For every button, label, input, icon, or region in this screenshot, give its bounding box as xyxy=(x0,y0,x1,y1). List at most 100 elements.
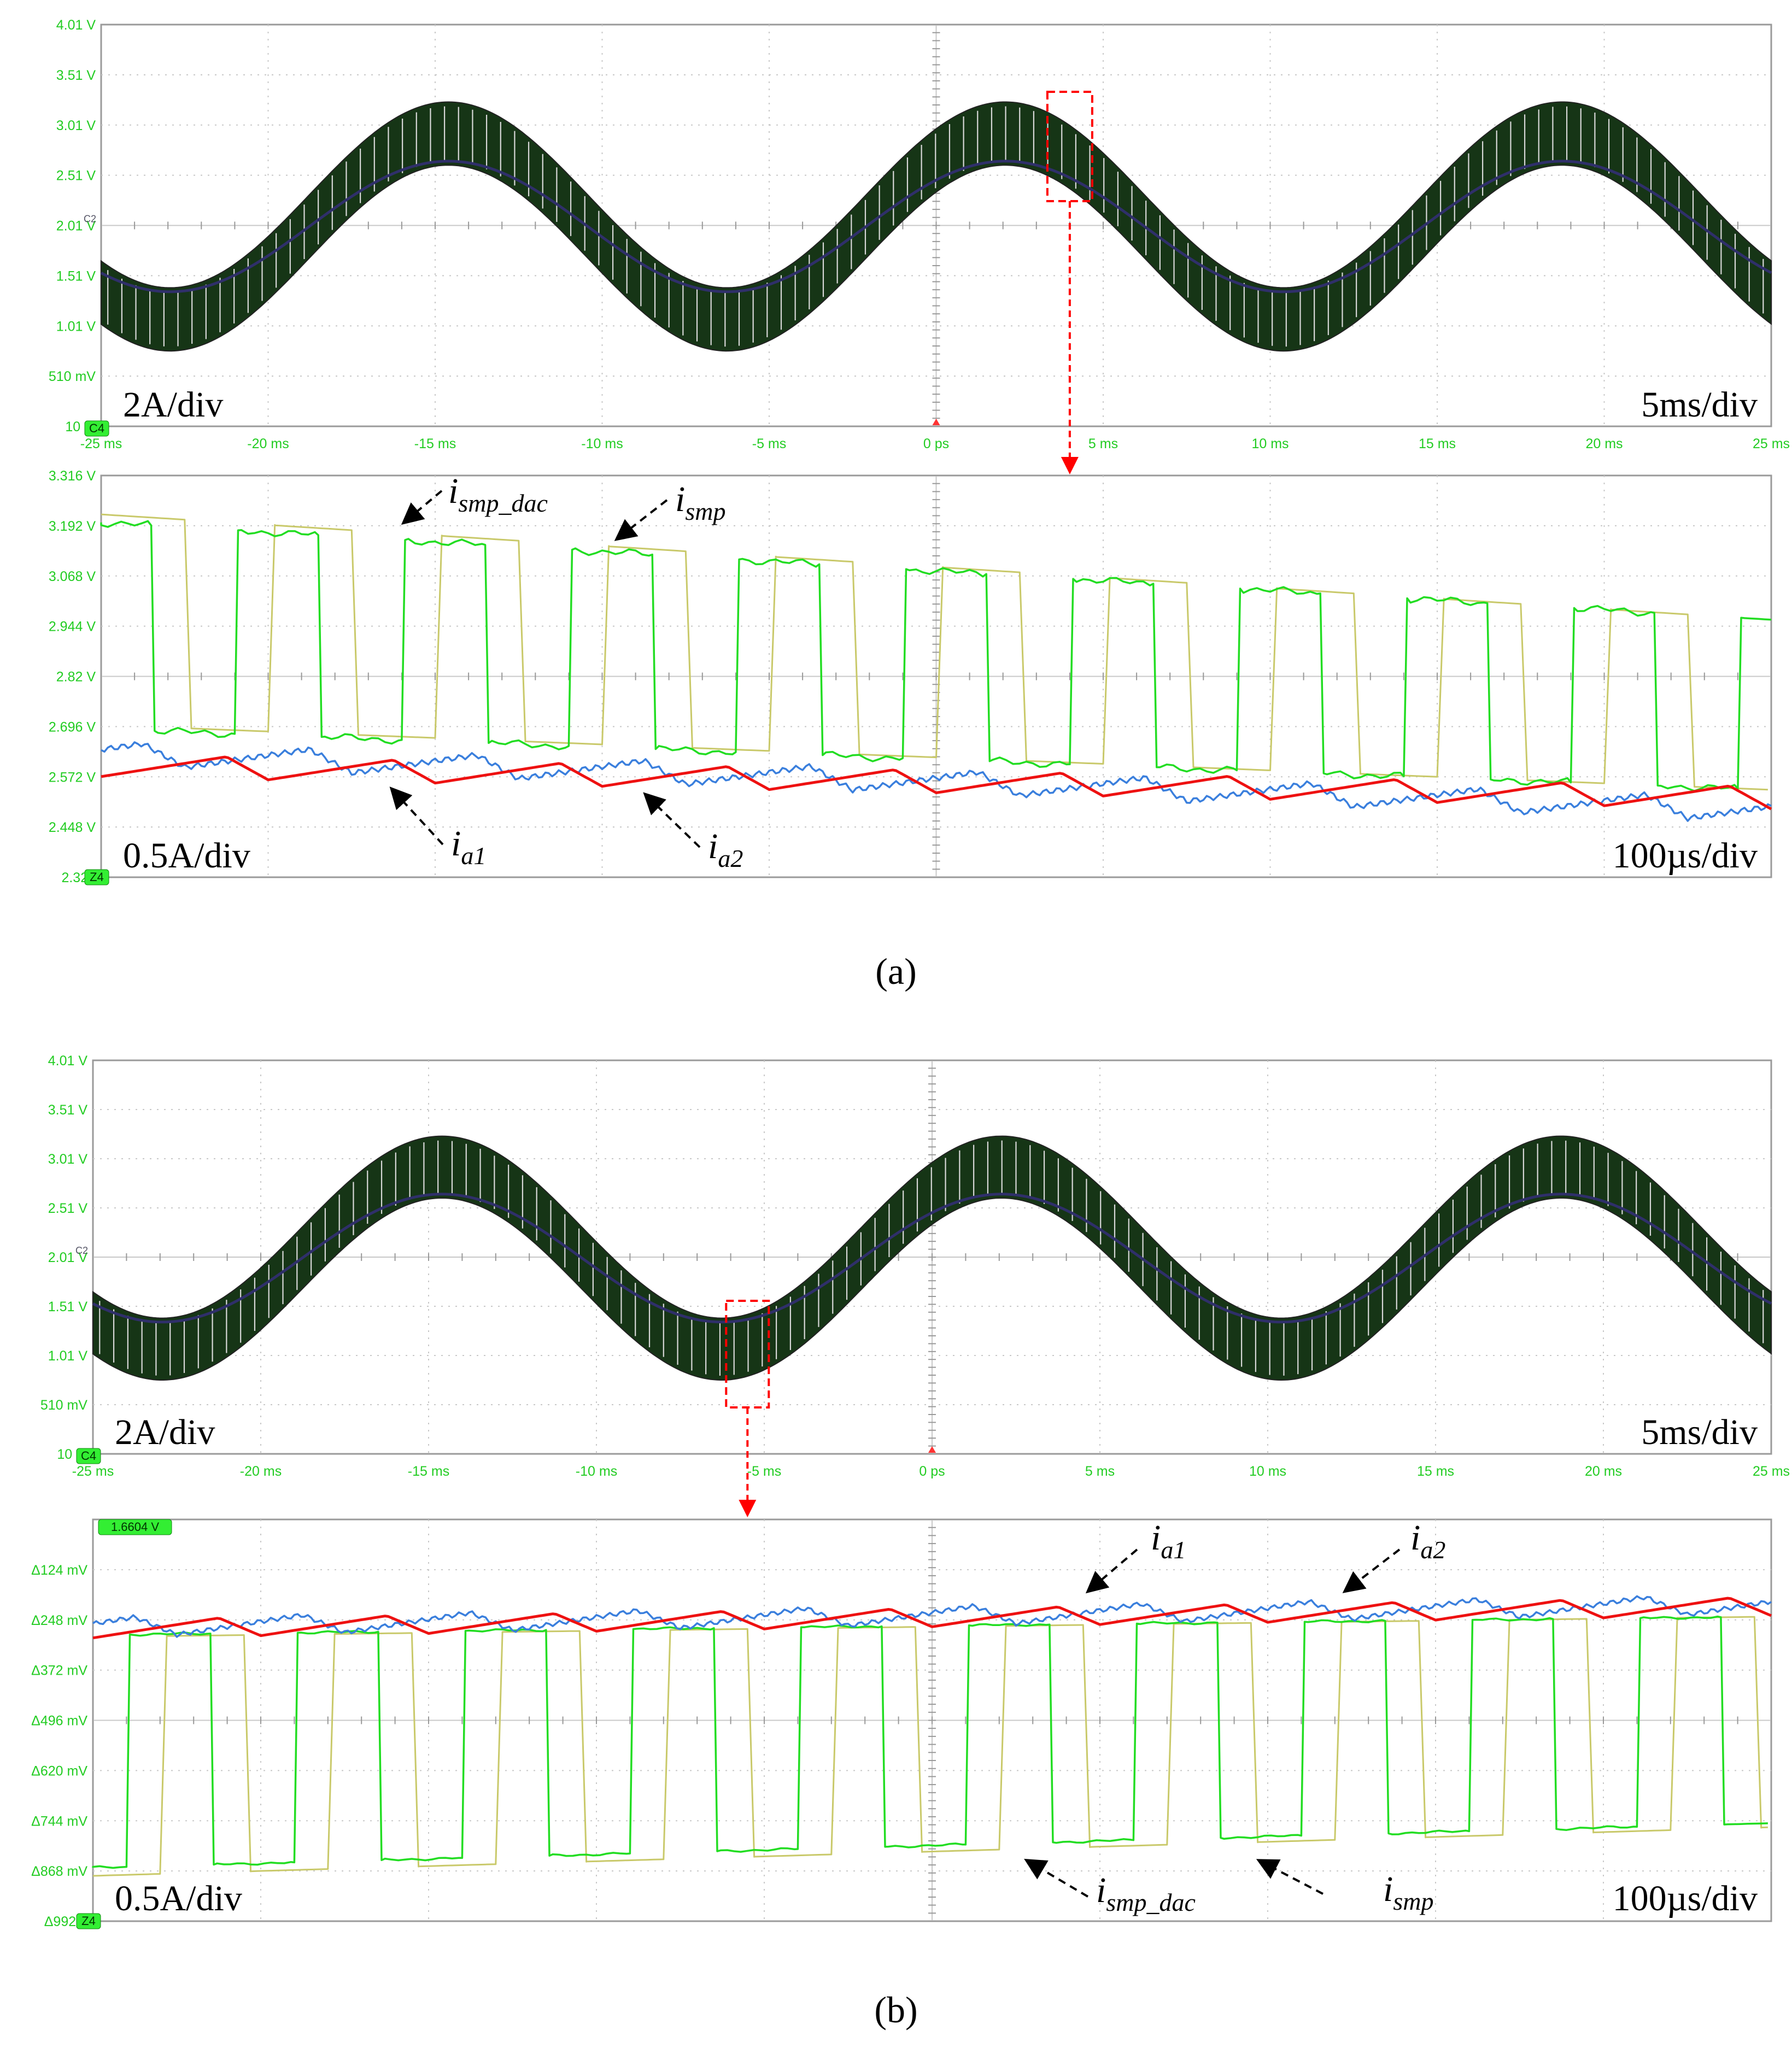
a-top-xtick-label: 25 ms xyxy=(1753,436,1790,451)
a-top-xtick-label: -20 ms xyxy=(247,436,289,451)
b-top-xtick-label: -25 ms xyxy=(72,1464,114,1479)
a-zoom-box xyxy=(1046,91,1093,202)
b-bottom-ytick-label: Δ496 mV xyxy=(31,1713,87,1729)
b-top-scale-left: 2A/div xyxy=(115,1412,215,1452)
b-bottom-offset-badge xyxy=(98,1519,172,1535)
a-top-xtick-label: 10 ms xyxy=(1251,436,1289,451)
b-top-ref-badge-text: C4 xyxy=(81,1449,96,1463)
b-top-channel-tag: C2 xyxy=(75,1245,88,1256)
a-top-xtick-label: -25 ms xyxy=(80,436,122,451)
a-label-ismp-dac-base: i xyxy=(448,471,458,511)
a-label-ismp-base: i xyxy=(675,479,685,519)
b-top-xtick-label: 0 ps xyxy=(919,1464,945,1479)
b-bottom-scale-right: 100µs/div xyxy=(1613,1879,1758,1918)
a-top-ytick-label: 4.01 V xyxy=(56,17,96,33)
a-bottom-ytick-label: 3.068 V xyxy=(49,569,96,584)
a-label-ia2: ia2 xyxy=(708,826,743,872)
a-top-xtick-label: 0 ps xyxy=(923,436,949,451)
a-top-ytick-label: 2.01 V xyxy=(56,219,96,234)
panel-a-top-scope: 4.01 V 3.51 V 3.01 V 2.51 V 2.01 V 1.51 V 1.01… xyxy=(49,17,1790,451)
b-top-ytick-label: 2.51 V xyxy=(48,1201,88,1216)
a-top-xtick-label: -10 ms xyxy=(581,436,623,451)
b-bottom-ytick-label: Δ372 mV xyxy=(31,1663,87,1679)
b-top-ytick-label: 2.01 V xyxy=(48,1250,88,1265)
b-bottom-ytick-label: Δ248 mV xyxy=(31,1613,87,1628)
a-top-ytick-label: 510 mV xyxy=(49,369,96,384)
a-top-xtick-label: -15 ms xyxy=(414,436,456,451)
a-label-ia1-subscript: a1 xyxy=(461,842,486,870)
a-label-ia2-subscript: a2 xyxy=(718,844,743,872)
a-top-xtick-label: 20 ms xyxy=(1585,436,1623,451)
b-top-trigger-marker xyxy=(928,1446,936,1453)
a-top-ref-badge xyxy=(84,420,109,437)
a-label-ia2-base: i xyxy=(708,826,718,866)
a-top-scale-right: 5ms/div xyxy=(1641,385,1758,425)
panel-b-top-scope: 4.01 V 3.51 V 3.01 V 2.51 V 2.01 V 1.51 V 1.01… xyxy=(40,1053,1790,1479)
b-top-xtick-label: -10 ms xyxy=(576,1464,617,1479)
b-top-xtick-label: -20 ms xyxy=(240,1464,282,1479)
b-pointer-ismpdac xyxy=(1024,1858,1089,1898)
b-top-ripple-stripes xyxy=(99,1140,1764,1376)
a-label-ismp-subscript: smp xyxy=(685,497,725,525)
a-bottom-ytick-label: 2.944 V xyxy=(49,619,96,635)
b-label-ismp: ismp xyxy=(1383,1869,1433,1915)
b-top-ytick-label: 3.51 V xyxy=(48,1102,88,1118)
b-top-scale-right: 5ms/div xyxy=(1641,1412,1758,1452)
b-bottom-ytick-label: Δ744 mV xyxy=(31,1814,87,1829)
a-top-xtick-label: -5 ms xyxy=(752,436,787,451)
a-top-ref-badge-text: C4 xyxy=(89,421,104,435)
b-label-ia2-subscript: a2 xyxy=(1420,1536,1445,1564)
panel-a-bottom-scope: 3.316 V 3.192 V 3.068 V 2.944 V 2.82 V 2.696 … xyxy=(49,468,1772,885)
b-bottom-trace-i-a2 xyxy=(92,1595,1772,1638)
b-top-xtick-label: 25 ms xyxy=(1753,1464,1790,1479)
b-bottom-trace-i-smp-dac xyxy=(92,1615,1768,1869)
b-label-ismp-dac-base: i xyxy=(1096,1870,1106,1910)
b-bottom-ytick-label: Δ124 mV xyxy=(31,1563,87,1578)
a-top-trigger-marker xyxy=(932,419,940,425)
b-top-xtick-label: 5 ms xyxy=(1085,1464,1115,1479)
a-label-ismp: ismp xyxy=(675,479,725,525)
b-label-ismp-subscript: smp xyxy=(1393,1887,1433,1915)
a-bottom-ref-badge xyxy=(84,869,109,885)
b-top-xtick-label: 20 ms xyxy=(1585,1464,1622,1479)
a-pointer-ismp xyxy=(614,499,668,541)
a-top-ytick-label: 1.01 V xyxy=(56,319,96,334)
panel-b-bottom-scope: Δ124 mV Δ248 mV Δ372 mV Δ496 mV Δ620 mV Δ744 … xyxy=(31,1518,1772,1929)
b-pointer-ismp xyxy=(1256,1859,1323,1895)
panel-b-caption: (b) xyxy=(874,1989,917,2030)
panel-a-caption: (a) xyxy=(875,950,916,992)
a-bottom-trace-i-smp xyxy=(101,513,1768,791)
a-bottom-scale-right: 100µs/div xyxy=(1613,836,1758,876)
a-bottom-ytick-label: 2.572 V xyxy=(49,770,96,785)
b-label-ia1-base: i xyxy=(1151,1518,1161,1558)
b-bottom-offset-badge-text: 1.6604 V xyxy=(111,1520,159,1534)
a-bottom-ref-badge-text: Z4 xyxy=(90,870,104,884)
a-label-ismp-dac-subscript: smp_dac xyxy=(458,489,548,517)
a-top-fundamental xyxy=(100,160,1772,294)
a-top-ytick-label: 3.51 V xyxy=(56,68,96,83)
b-bottom-ref-badge xyxy=(76,1913,101,1929)
b-bottom-grid xyxy=(92,1519,1772,1922)
a-bottom-trace-i-a2 xyxy=(101,741,1772,822)
a-top-ytick-label: 2.51 V xyxy=(56,168,96,184)
b-bottom-scale-left: 0.5A/div xyxy=(115,1879,242,1918)
b-label-ismp-dac: ismp_dac xyxy=(1096,1870,1196,1916)
b-top-envelope xyxy=(92,1135,1772,1381)
a-bottom-scale-left: 0.5A/div xyxy=(123,836,250,876)
b-top-ytick-label: 3.01 V xyxy=(48,1152,88,1167)
b-pointer-ia2 xyxy=(1342,1548,1401,1593)
a-top-ytick-label: 1.51 V xyxy=(56,268,96,284)
b-top-xtick-label: -5 ms xyxy=(747,1464,782,1479)
a-bottom-trace-i-smp-dac xyxy=(100,520,1772,792)
b-bottom-ref-badge-text: Z4 xyxy=(81,1914,96,1928)
b-top-ytick-label: 510 mV xyxy=(40,1398,87,1413)
b-label-ia2: ia2 xyxy=(1410,1518,1445,1564)
b-top-xtick-label: 15 ms xyxy=(1417,1464,1454,1479)
a-label-ia1: ia1 xyxy=(451,824,486,870)
a-top-xtick-label: 5 ms xyxy=(1088,436,1118,451)
b-top-fundamental xyxy=(92,1193,1772,1324)
a-bottom-ytick-label: 2.696 V xyxy=(49,719,96,735)
